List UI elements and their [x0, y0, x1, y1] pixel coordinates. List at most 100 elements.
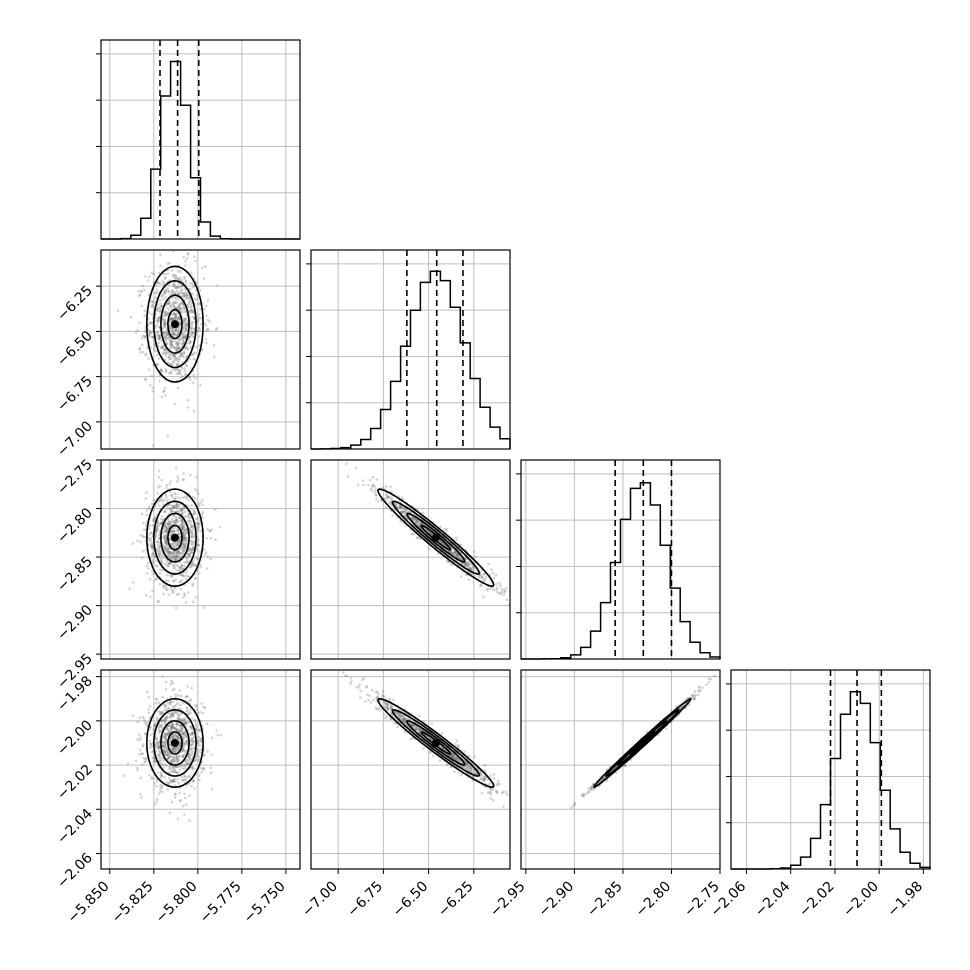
sample-point	[163, 536, 166, 539]
sample-point	[171, 734, 174, 738]
sample-point	[358, 683, 361, 687]
sample-point	[173, 290, 176, 294]
sample-point	[161, 743, 165, 747]
sample-point	[147, 543, 150, 547]
sample-point	[172, 554, 176, 558]
sample-point	[200, 740, 203, 743]
sample-point	[182, 560, 186, 564]
sample-point	[375, 478, 379, 481]
sample-point	[150, 546, 153, 549]
density-contour	[420, 524, 452, 551]
sample-point	[174, 306, 177, 310]
sample-point	[159, 789, 162, 792]
sample-point	[169, 524, 172, 527]
sample-point	[176, 777, 180, 781]
sample-point	[184, 322, 187, 326]
sample-point	[181, 755, 185, 758]
sample-point	[164, 718, 167, 721]
sample-point	[176, 344, 179, 347]
sample-point	[356, 483, 360, 487]
sample-point	[445, 763, 449, 767]
sample-point	[175, 724, 179, 727]
sample-point	[172, 733, 175, 737]
sample-point	[411, 515, 414, 519]
sample-point	[180, 563, 184, 567]
sample-point	[420, 728, 424, 732]
sample-point	[144, 497, 148, 500]
sample-point	[453, 755, 456, 759]
sample-point	[176, 734, 179, 738]
sample-point	[391, 705, 395, 708]
sample-point	[171, 724, 174, 728]
sample-point	[177, 592, 181, 596]
sample-point	[152, 272, 155, 276]
sample-point	[155, 288, 159, 292]
sample-point	[178, 573, 182, 576]
sample-point	[172, 317, 176, 321]
sample-point	[379, 498, 383, 502]
sample-point	[154, 531, 158, 535]
sample-point	[172, 544, 176, 547]
sample-point	[465, 764, 469, 767]
sample-point	[160, 295, 164, 299]
sample-point	[177, 729, 181, 732]
sample-point	[376, 500, 380, 503]
sample-point	[136, 769, 139, 772]
sample-point	[156, 331, 159, 334]
sample-point	[182, 737, 185, 740]
sample-point	[198, 327, 201, 331]
sample-point	[162, 718, 165, 722]
sample-point	[195, 345, 198, 349]
sample-point	[164, 540, 167, 543]
sample-point	[196, 543, 199, 547]
sample-point	[178, 755, 181, 758]
sample-point	[191, 600, 195, 604]
sample-point	[187, 575, 190, 578]
sample-point	[463, 563, 467, 566]
sample-point	[188, 733, 192, 737]
sample-point	[181, 520, 184, 523]
sample-point	[156, 564, 159, 568]
sample-point	[189, 754, 192, 757]
sample-point	[164, 336, 168, 339]
sample-point	[168, 574, 172, 578]
sample-point	[191, 564, 194, 567]
sample-point	[202, 705, 206, 709]
panel-frame	[520, 459, 721, 660]
sample-point	[177, 565, 181, 569]
sample-point	[188, 282, 192, 285]
sample-point	[165, 333, 168, 337]
sample-point	[191, 315, 195, 319]
sample-point	[177, 330, 181, 333]
scatter-panel-2-1	[100, 249, 301, 450]
sample-point	[155, 800, 159, 803]
sample-point	[144, 732, 147, 735]
sample-point	[171, 705, 175, 709]
sample-point	[171, 555, 174, 559]
sample-point	[165, 527, 168, 530]
sample-point	[178, 764, 181, 768]
sample-point	[163, 319, 167, 323]
histogram-step	[521, 481, 721, 660]
sample-point	[176, 550, 179, 554]
sample-point	[174, 780, 177, 783]
sample-point	[411, 725, 415, 728]
sample-point	[192, 735, 196, 739]
sample-point	[175, 286, 178, 290]
sample-point	[160, 558, 163, 561]
sample-point	[186, 759, 189, 762]
sample-point	[159, 282, 162, 286]
sample-point	[162, 586, 165, 589]
sample-point	[381, 486, 385, 490]
sample-point	[154, 697, 158, 701]
sample-point	[176, 716, 180, 720]
sample-point	[167, 707, 170, 710]
sample-point	[183, 718, 187, 722]
sample-point	[151, 545, 155, 548]
sample-point	[181, 526, 185, 529]
sample-point	[191, 768, 195, 771]
sample-point	[156, 303, 160, 307]
sample-point	[171, 317, 174, 321]
sample-point	[172, 580, 175, 583]
